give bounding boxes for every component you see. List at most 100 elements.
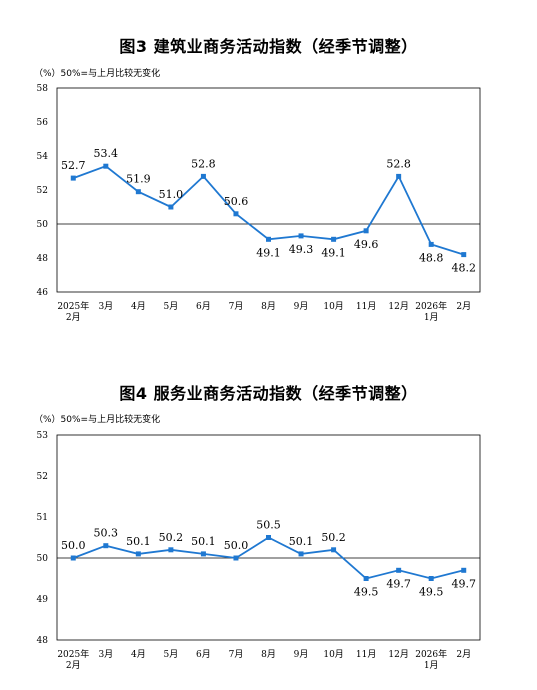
x-tick-label: 12月	[388, 649, 408, 660]
data-point	[135, 189, 141, 195]
data-label: 49.5	[419, 586, 444, 599]
x-tick-label: 7月	[229, 649, 244, 660]
x-tick-label: 7月	[229, 301, 244, 312]
y-tick-label: 52	[37, 472, 48, 482]
plot-frame	[56, 434, 481, 641]
y-tick-label: 52	[37, 186, 48, 196]
data-point	[396, 567, 402, 573]
x-tick-label: 10月	[323, 649, 343, 660]
x-tick-label: 10月	[323, 301, 343, 312]
data-point	[396, 173, 402, 179]
data-point	[461, 567, 467, 573]
data-label: 49.1	[256, 246, 281, 259]
data-label: 50.1	[126, 535, 151, 548]
x-tick-label: 11月	[356, 301, 376, 312]
data-point	[428, 576, 434, 581]
data-label: 52.8	[386, 157, 411, 170]
data-point	[461, 252, 467, 258]
x-tick-label: 12月	[388, 301, 408, 312]
data-point	[331, 236, 337, 242]
x-tick-label: 9月	[294, 301, 309, 312]
y-tick-label: 50	[37, 554, 49, 564]
data-label: 50.6	[224, 195, 249, 208]
data-point	[298, 551, 304, 557]
data-label: 51.0	[159, 188, 184, 201]
data-point	[103, 543, 109, 549]
x-tick-label: 11月	[356, 649, 376, 660]
x-tick-label: 6月	[196, 649, 211, 660]
data-point	[200, 173, 206, 179]
x-tick-label: 2月	[66, 312, 81, 323]
data-label: 48.2	[451, 262, 476, 275]
y-tick-label: 49	[37, 595, 49, 605]
data-point	[200, 551, 206, 557]
chart-unit-note: （%）50%=与上月比较无变化	[34, 69, 161, 79]
data-label: 52.7	[61, 159, 86, 172]
y-tick-label: 51	[37, 513, 48, 523]
x-tick-label: 2025年	[57, 300, 89, 312]
data-label: 49.7	[451, 577, 476, 590]
x-tick-label: 8月	[261, 649, 276, 660]
x-tick-label: 3月	[98, 649, 113, 660]
data-point	[233, 211, 239, 217]
x-tick-label: 1月	[424, 312, 439, 323]
data-point	[363, 576, 369, 581]
y-tick-label: 48	[37, 254, 49, 264]
data-label: 48.8	[419, 251, 444, 264]
construction-chart: 图3 建筑业商务活动指数（经季节调整） （%）50%=与上月比较无变化 46 48…	[0, 0, 537, 335]
data-label: 51.9	[126, 173, 151, 186]
data-label: 50.0	[224, 539, 249, 552]
x-tick-label: 4月	[131, 301, 146, 312]
services-chart: 图4 服务业商务活动指数（经季节调整） （%）50%=与上月比较无变化 48 49…	[0, 345, 537, 690]
data-label: 49.6	[354, 238, 379, 251]
data-point	[331, 547, 337, 553]
x-tick-label: 3月	[98, 301, 113, 312]
data-point	[428, 241, 434, 247]
data-point	[233, 555, 239, 561]
y-tick-label: 50	[37, 220, 49, 230]
chart-unit-note: （%）50%=与上月比较无变化	[34, 415, 161, 425]
x-tick-label: 6月	[196, 301, 211, 312]
data-point	[168, 204, 174, 210]
y-tick-label: 58	[37, 84, 49, 94]
x-tick-label: 2月	[456, 649, 471, 660]
data-label: 53.4	[94, 147, 119, 160]
plot-frame	[56, 87, 481, 293]
chart-title: 图3 建筑业商务活动指数（经季节调整）	[119, 37, 418, 56]
data-point	[135, 551, 141, 557]
data-label: 50.3	[94, 527, 119, 540]
data-point	[103, 163, 109, 169]
data-label: 52.8	[191, 157, 216, 170]
y-tick-label: 54	[37, 152, 49, 162]
y-tick-label: 48	[37, 636, 49, 646]
y-tick-label: 46	[37, 288, 49, 298]
data-point	[70, 175, 76, 181]
data-label: 49.7	[386, 577, 411, 590]
data-label: 50.5	[256, 519, 281, 532]
x-tick-label: 5月	[164, 649, 179, 660]
data-label: 49.1	[321, 246, 346, 259]
data-label: 50.1	[191, 535, 216, 548]
data-point	[363, 228, 369, 234]
x-tick-label: 9月	[294, 649, 309, 660]
data-label: 50.2	[159, 531, 184, 544]
data-point	[168, 547, 174, 553]
chart-title: 图4 服务业商务活动指数（经季节调整）	[119, 384, 418, 403]
x-tick-label: 2月	[456, 301, 471, 312]
x-tick-label: 2月	[66, 660, 81, 671]
data-label: 50.2	[321, 531, 346, 544]
x-tick-label: 2026年	[415, 648, 447, 660]
y-tick-label: 56	[37, 118, 49, 128]
x-tick-label: 8月	[261, 301, 276, 312]
x-tick-label: 2025年	[57, 648, 89, 660]
data-point	[266, 236, 271, 242]
data-label: 50.1	[289, 535, 314, 548]
y-tick-label: 53	[37, 431, 49, 441]
data-point	[298, 233, 304, 239]
x-tick-label: 4月	[131, 649, 146, 660]
data-point	[70, 555, 76, 561]
data-label: 50.0	[61, 539, 86, 552]
x-tick-label: 5月	[164, 301, 179, 312]
